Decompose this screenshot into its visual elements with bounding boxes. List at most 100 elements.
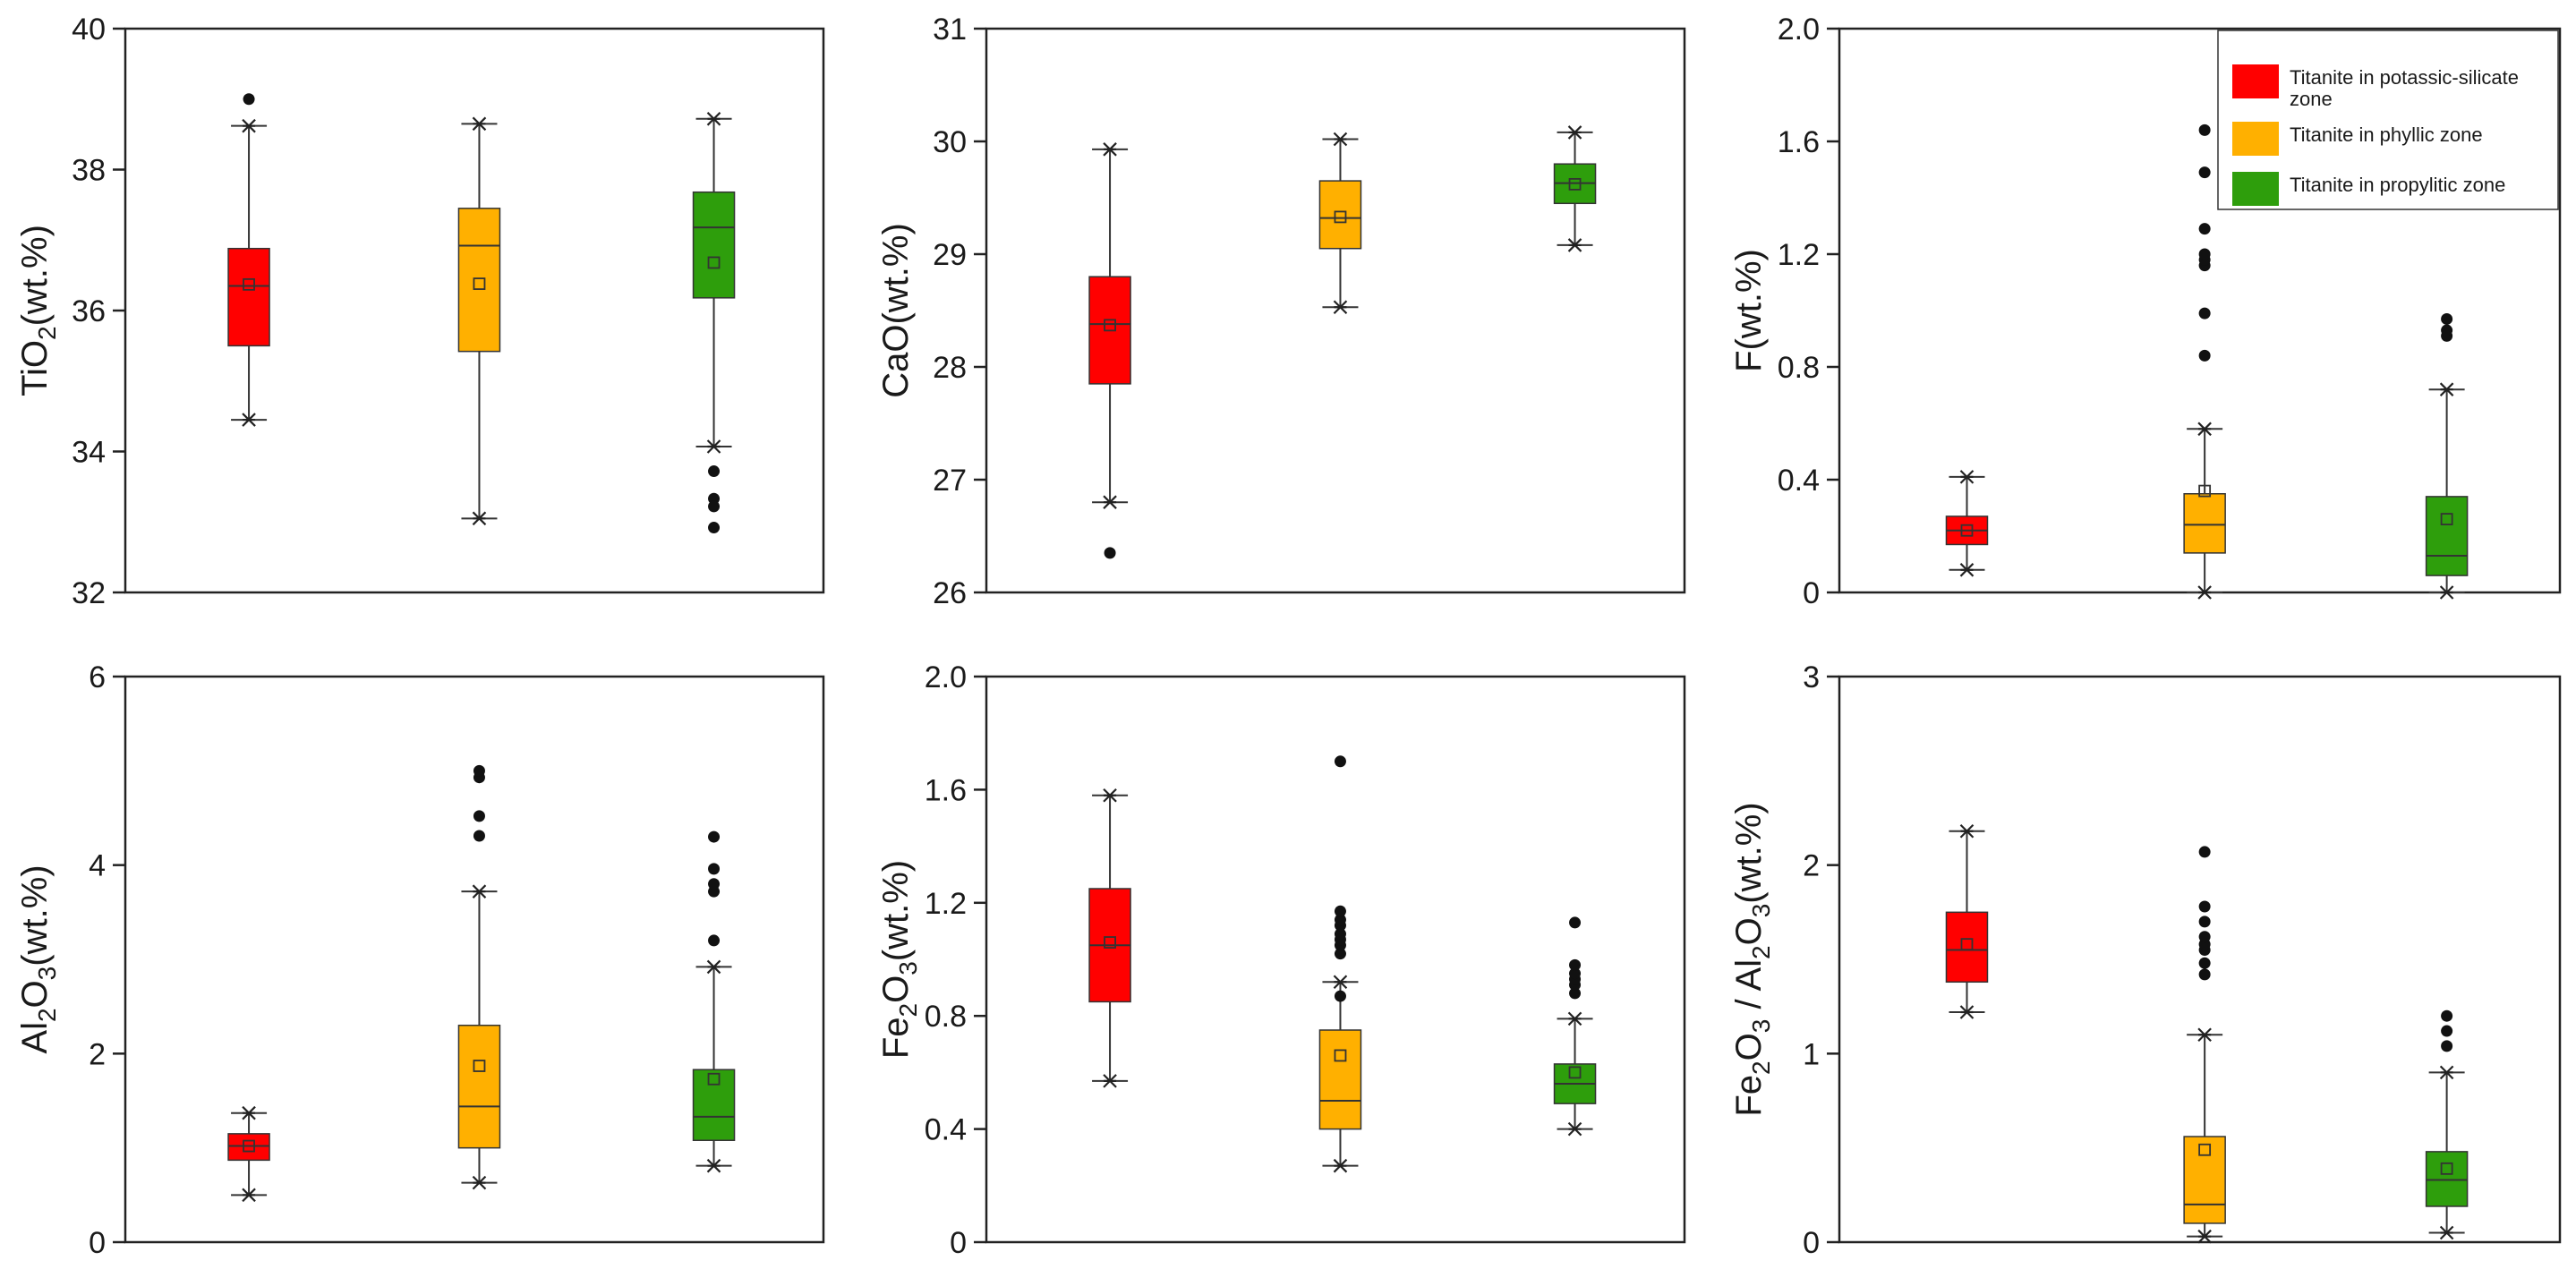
outlier-point (1104, 547, 1116, 559)
iqr-box (1318, 180, 1362, 250)
min-marker (1959, 1005, 1975, 1019)
mean-marker (2198, 484, 2212, 498)
outlier-point (708, 934, 721, 947)
max-marker (2197, 422, 2212, 437)
iqr-box (227, 247, 270, 347)
outlier-point (1334, 905, 1346, 917)
iqr-box (457, 1024, 501, 1149)
y-tick-label: 1.6 (925, 773, 967, 807)
y-tick-label: 3 (1803, 660, 1820, 694)
y-axis-label-f: F(wt.%) (1729, 249, 1769, 372)
box-phyllic (1318, 755, 1362, 1173)
iqr-box (2425, 1151, 2469, 1207)
outlier-point (2198, 248, 2211, 260)
min-marker (472, 511, 487, 526)
y-axis-label-cao: CaO(wt.%) (876, 223, 916, 398)
box-potassic-silicate (1945, 470, 1989, 577)
outlier-point (1334, 928, 1346, 941)
min-marker (2197, 1229, 2212, 1244)
min-marker (2439, 585, 2454, 600)
box-propylitic (692, 830, 736, 1173)
mean-marker (1334, 210, 1347, 224)
mean-marker (1568, 177, 1582, 191)
y-tick-label: 1.2 (925, 887, 967, 921)
panel-fe2o3_al2o3: 0 1 2 3 Fe2O3 / Al2O3(wt.%) (1729, 660, 2562, 1260)
max-marker (1103, 142, 1117, 157)
outlier-point (2198, 223, 2211, 235)
box-phyllic (2183, 846, 2226, 1244)
box-phyllic (2183, 123, 2226, 600)
outlier-point (243, 93, 255, 106)
panel-f: 0 0.4 0.8 1.2 1.6 2.0 F(wt.%) (1729, 13, 2562, 610)
outlier-point (1334, 990, 1346, 1002)
max-marker (1959, 470, 1975, 484)
y-tick-label: 38 (72, 154, 106, 188)
box-potassic-silicate (227, 1105, 270, 1203)
y-tick-label: 0 (950, 1226, 967, 1260)
max-marker (1333, 975, 1348, 990)
y-tick-label: 0 (1803, 576, 1820, 610)
outlier-point (1569, 967, 1582, 980)
y-tick-label: 0.4 (1778, 464, 1820, 498)
min-marker (1567, 1121, 1582, 1137)
iqr-box (457, 208, 501, 353)
legend-swatch (2232, 172, 2279, 206)
y-tick-label: 36 (72, 294, 106, 328)
plot-frame (985, 675, 1686, 1244)
iqr-box (227, 1133, 270, 1162)
max-marker (1959, 823, 1975, 839)
y-tick-label: 27 (933, 464, 967, 498)
min-marker (1333, 300, 1348, 314)
outlier-point (2441, 1025, 2453, 1037)
max-marker (1333, 132, 1348, 147)
mean-marker (1568, 1066, 1582, 1079)
outlier-point (2198, 900, 2211, 913)
outlier-point (1569, 958, 1582, 971)
y-axis-label-fe2o3: Fe2O3(wt.%) (876, 860, 922, 1059)
max-marker (2439, 382, 2454, 396)
y-tick-label: 40 (72, 13, 106, 47)
outlier-point (2198, 166, 2211, 179)
outlier-point (1569, 916, 1582, 929)
y-tick-label: 0 (89, 1226, 106, 1260)
panel-fe2o3: 0 0.4 0.8 1.2 1.6 2.0 Fe2O3(wt.%) (876, 660, 1686, 1260)
max-marker (242, 1105, 256, 1120)
min-marker (242, 413, 256, 427)
mean-marker (1960, 524, 1974, 537)
box-potassic-silicate (1088, 788, 1131, 1088)
iqr-box (692, 191, 736, 299)
panel-al2o3: 0 2 4 6 Al2O3(wt.%) (15, 660, 825, 1260)
max-marker (706, 112, 721, 126)
outlier-point (2441, 1040, 2453, 1052)
outlier-point (708, 522, 721, 534)
mean-marker (473, 1060, 486, 1072)
mean-marker (243, 1139, 255, 1153)
iqr-box (2183, 493, 2226, 554)
max-marker (2197, 1027, 2212, 1043)
iqr-box (1945, 911, 1989, 984)
mean-marker (1104, 319, 1116, 332)
max-marker (706, 959, 721, 975)
box-potassic-silicate (227, 93, 270, 427)
outlier-point (1334, 914, 1346, 926)
mean-marker (1104, 936, 1116, 949)
y-axis-label-fe2o3_al2o3: Fe2O3 / Al2O3(wt.%) (1729, 802, 1775, 1116)
outlier-point (708, 500, 721, 513)
outlier-point (2198, 846, 2211, 858)
outlier-point (1334, 948, 1346, 960)
outlier-point (2198, 123, 2211, 136)
y-tick-label: 4 (89, 849, 106, 883)
panel-tio2: 32 34 36 38 40 TiO2(wt.%) (15, 13, 825, 610)
outlier-point (2441, 324, 2453, 336)
max-marker (1103, 788, 1117, 803)
box-phyllic (457, 116, 501, 526)
min-marker (2197, 585, 2212, 600)
iqr-box (2425, 496, 2469, 576)
mean-marker (1334, 1049, 1347, 1062)
min-marker (706, 439, 721, 454)
outlier-point (1569, 987, 1582, 1000)
mean-marker (473, 277, 486, 290)
y-tick-label: 1 (1803, 1037, 1820, 1071)
outlier-point (473, 764, 485, 777)
mean-marker (2198, 1143, 2212, 1156)
